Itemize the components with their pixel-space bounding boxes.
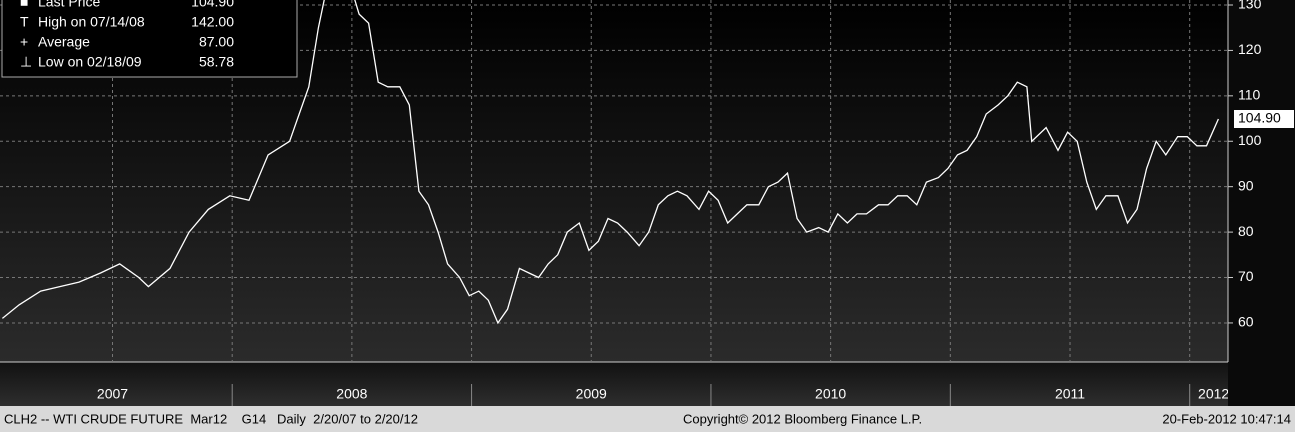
legend-label: Average [38, 34, 90, 50]
legend-value: 142.00 [191, 14, 234, 30]
legend-label: Low on 02/18/09 [38, 54, 142, 70]
legend-box [1, 0, 298, 78]
footer-center: Copyright© 2012 Bloomberg Finance L.P. [683, 411, 922, 426]
y-tick-label: 110 [1238, 87, 1261, 103]
year-band [0, 362, 1228, 406]
y-axis: 60 70 80 90 100 110 120 130 104.90 [1228, 0, 1294, 330]
legend-label: Last Price [38, 0, 100, 10]
y-tick-label: 60 [1238, 314, 1254, 330]
series [1, 0, 1219, 325]
legend-icon: ■ [20, 0, 28, 10]
x-axis: 2007 2008 2009 2010 2011 2012 [97, 384, 1229, 406]
y-tick-label: 100 [1238, 132, 1262, 148]
x-tick-label: 2008 [336, 386, 367, 402]
y-tick-label: 120 [1238, 41, 1262, 57]
y-tick-label: 130 [1238, 0, 1262, 12]
legend-icon: T [20, 14, 29, 30]
y-tick-label: 90 [1238, 177, 1254, 193]
legend-icon: ⊥ [20, 54, 32, 70]
x-tick-label: 2010 [815, 386, 846, 402]
footer-left: CLH2 -- WTI CRUDE FUTURE Mar12 G14 Daily… [4, 411, 418, 426]
y-tick-label: 80 [1238, 223, 1254, 239]
legend-label: High on 07/14/08 [38, 14, 145, 30]
x-tick-label: 2009 [576, 386, 607, 402]
last-price-tag [1234, 110, 1294, 129]
x-tick-label: 2011 [1055, 386, 1085, 402]
axis-background [1228, 0, 1295, 406]
last-price-tag-label: 104.90 [1238, 110, 1281, 126]
legend-value: 58.78 [199, 54, 234, 70]
price-line [1, 0, 1219, 325]
x-tick-label: 2007 [97, 386, 128, 402]
footer [0, 406, 1295, 432]
y-tick-label: 70 [1238, 268, 1254, 284]
x-tick-label: 2012 [1198, 386, 1229, 402]
legend-value: 104.90 [191, 0, 234, 10]
legend-value: 87.00 [199, 34, 234, 50]
footer-right: 20-Feb-2012 10:47:14 [1162, 411, 1291, 426]
legend: ■ Last Price 104.90 T High on 07/14/08 142.00… [1, 0, 298, 78]
legend-icon: + [20, 34, 28, 50]
